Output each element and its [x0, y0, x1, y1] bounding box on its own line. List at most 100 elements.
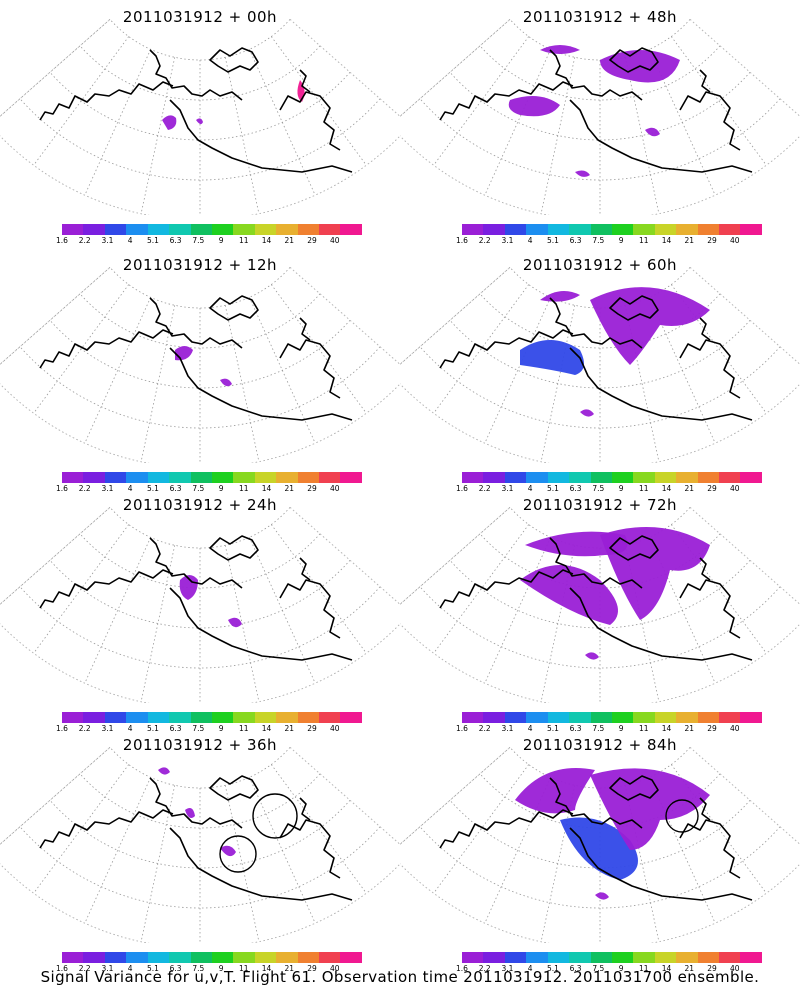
colorbar-swatch [590, 224, 612, 235]
variance-contour [515, 768, 595, 814]
colorbar-swatch [211, 712, 234, 723]
colorbar-label: 5.1 [546, 724, 559, 733]
colorbar-label: 29 [307, 724, 317, 733]
colorbar-swatch [676, 224, 698, 235]
variance-contour [540, 291, 580, 302]
colorbar-label: 1.6 [56, 484, 68, 493]
colorbar-swatch [190, 712, 212, 723]
colorbar-label: 4 [127, 236, 133, 245]
colorbar-label: 3.1 [501, 236, 514, 245]
colorbar-label: 29 [707, 236, 717, 245]
colorbar-swatch [590, 712, 612, 723]
colorbar [462, 224, 762, 235]
variance-contour [508, 96, 560, 117]
colorbar-swatch [483, 712, 505, 723]
colorbar-label: 14 [661, 236, 672, 245]
colorbar-swatch [126, 712, 148, 723]
coastline [39, 775, 353, 901]
colorbar-swatch [319, 224, 341, 235]
colorbar-label: 2.2 [78, 236, 91, 245]
colorbar-swatch [233, 712, 255, 723]
colorbar-swatch [654, 712, 677, 723]
variance-contour [575, 170, 590, 177]
colorbar-swatch [676, 472, 698, 483]
colorbar-label: 3.1 [501, 724, 514, 733]
colorbar-swatch [719, 224, 741, 235]
colorbar-label: 5.1 [146, 236, 159, 245]
variance-contour [158, 767, 170, 775]
colorbar-swatch [211, 472, 234, 483]
coastline [39, 535, 353, 661]
colorbar-swatch [547, 712, 570, 723]
colorbar-label: 9 [218, 484, 224, 493]
colorbar-swatch [147, 224, 170, 235]
colorbar-swatch [169, 224, 191, 235]
colorbar [62, 472, 362, 483]
colorbar-swatch [504, 952, 527, 963]
variance-contour [540, 45, 580, 54]
latitude-gridlines [0, 507, 400, 703]
colorbar-labels: 1.6 2.2 3.1 4 5.1 6.3 7.5 9 11 14 21 29 40 [50, 236, 374, 246]
colorbar-label: 5.1 [146, 724, 159, 733]
colorbar-swatch [126, 224, 148, 235]
colorbar-swatch [719, 472, 741, 483]
variance-contour [196, 118, 203, 125]
colorbar-label: 14 [261, 724, 272, 733]
colorbar [462, 712, 762, 723]
colorbar-label: 7.5 [192, 236, 205, 245]
colorbar-swatch [190, 224, 212, 235]
colorbar-swatch [740, 952, 762, 963]
colorbar-label: 14 [261, 484, 272, 493]
colorbar-swatch [340, 224, 362, 235]
colorbar-label: 2.2 [478, 236, 491, 245]
map-panel: 2011031912 + 60h 1.6 2.2 3.1 4 5.1 6.3 7.5 9 11 14… [400, 248, 800, 498]
colorbar-swatch [462, 224, 484, 235]
colorbar-swatch [526, 952, 548, 963]
colorbar-label: 3.1 [101, 724, 114, 733]
polar-map [400, 747, 800, 943]
latitude-gridlines [400, 19, 800, 215]
colorbar-swatch [276, 224, 298, 235]
colorbar-swatch [126, 952, 148, 963]
colorbar-label: 2.2 [478, 964, 491, 973]
colorbar-swatch [319, 952, 341, 963]
map-boundary [0, 507, 400, 703]
colorbar-label: 14 [661, 964, 672, 973]
colorbar-label: 21 [284, 484, 295, 493]
colorbar-label: 11 [239, 964, 249, 973]
colorbar [62, 224, 362, 235]
colorbar-label: 6.3 [569, 964, 582, 973]
colorbar-swatch [462, 712, 484, 723]
colorbar-label: 9 [218, 724, 224, 733]
colorbar-swatch [104, 224, 127, 235]
colorbar-swatch [297, 224, 320, 235]
colorbar-label: 21 [284, 724, 295, 733]
colorbar-label: 14 [261, 236, 272, 245]
colorbar-label: 21 [684, 724, 695, 733]
map-panel: 2011031912 + 36h 1.6 2.2 3.1 4 5.1 6.3 7.5 9 11 14… [0, 728, 400, 978]
colorbar-swatch [190, 472, 212, 483]
colorbar-label: 9 [618, 964, 624, 973]
coastline [439, 535, 753, 661]
map-boundary [0, 19, 400, 215]
colorbar-swatch [590, 952, 612, 963]
colorbar-swatch [211, 224, 234, 235]
colorbar-label: 40 [329, 964, 340, 973]
colorbar-swatch [254, 712, 277, 723]
colorbar-label: 6.3 [169, 724, 182, 733]
colorbar [462, 952, 762, 963]
colorbar-label: 1.6 [456, 236, 468, 245]
colorbar-swatch [740, 712, 762, 723]
colorbar-label: 21 [284, 964, 295, 973]
colorbar-label: 21 [684, 484, 695, 493]
colorbar-swatch [104, 952, 127, 963]
colorbar-label: 40 [729, 484, 740, 493]
colorbar-label: 2.2 [78, 484, 91, 493]
colorbar-swatch [319, 712, 341, 723]
colorbar-label: 6.3 [569, 236, 582, 245]
map-boundary [400, 19, 800, 215]
colorbar-swatch [569, 712, 591, 723]
colorbar-label: 5.1 [546, 484, 559, 493]
colorbar-swatch [297, 472, 320, 483]
colorbar-swatch [254, 224, 277, 235]
